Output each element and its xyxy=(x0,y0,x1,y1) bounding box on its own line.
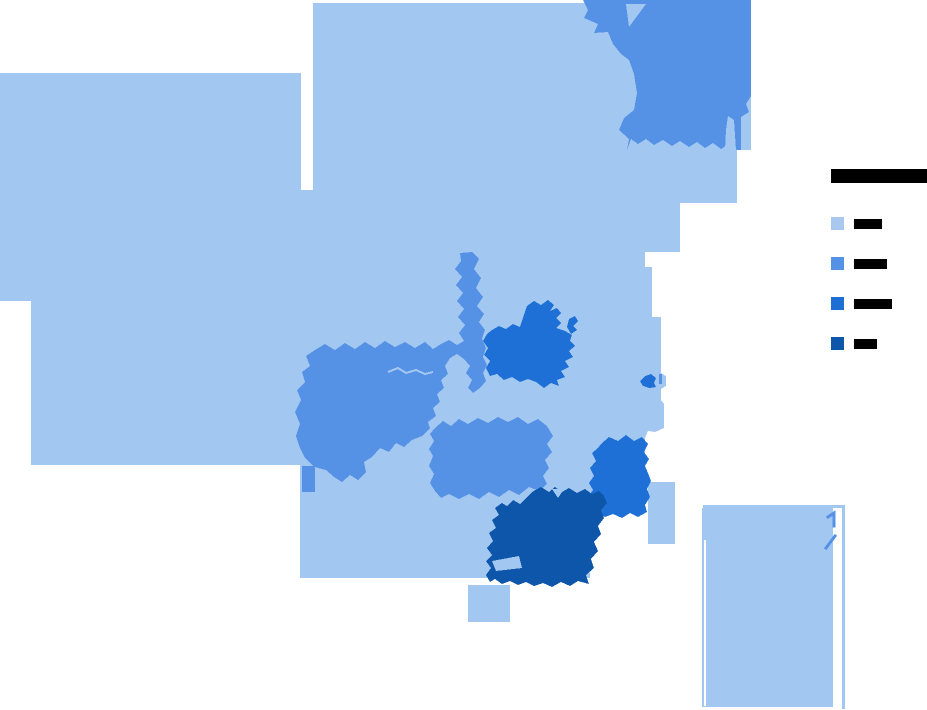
region-east-coastal-rect[interactable] xyxy=(648,482,675,544)
legend-swatch-class3 xyxy=(831,297,844,310)
legend-title-block xyxy=(831,169,927,183)
region-southwest[interactable] xyxy=(295,252,487,482)
inset-right-border xyxy=(842,508,845,709)
south-light-notch xyxy=(492,556,522,571)
legend-item-2 xyxy=(831,257,887,270)
legend-swatch-class2 xyxy=(831,257,844,270)
region-east-dot[interactable] xyxy=(640,374,656,388)
legend-item-1 xyxy=(831,217,882,230)
legend-swatch-class1 xyxy=(831,217,844,230)
inset-island-mark-1 xyxy=(825,510,836,528)
central-small-mark xyxy=(567,316,578,334)
southwest-inner-boundary-line xyxy=(387,366,434,376)
legend-label-block-2 xyxy=(854,258,887,269)
southwest-light-tick xyxy=(461,406,464,418)
inset-inner-line xyxy=(704,540,706,706)
legend-swatch-class4 xyxy=(831,337,844,350)
northeast-light-notch xyxy=(626,4,646,27)
legend-label-block-4 xyxy=(854,338,877,349)
region-inset-box[interactable] xyxy=(702,508,833,707)
region-central[interactable] xyxy=(483,300,575,388)
legend-label-block-3 xyxy=(854,298,892,309)
legend xyxy=(831,169,927,359)
region-west-small-square[interactable] xyxy=(302,466,315,492)
region-south-central[interactable] xyxy=(429,417,553,499)
map-boundary-gap xyxy=(301,73,313,190)
inset-top-border xyxy=(703,505,845,508)
legend-label-block-1 xyxy=(854,218,882,229)
region-west[interactable] xyxy=(0,73,301,465)
region-northeast[interactable] xyxy=(583,0,751,150)
northeast-light-wedge xyxy=(725,116,736,150)
legend-item-3 xyxy=(831,297,892,310)
south-light-wedge xyxy=(552,489,564,498)
east-dot-tick xyxy=(659,374,662,384)
inset-island-mark-2 xyxy=(823,533,838,551)
legend-item-4 xyxy=(831,337,877,350)
region-south-small-rect[interactable] xyxy=(468,585,510,622)
